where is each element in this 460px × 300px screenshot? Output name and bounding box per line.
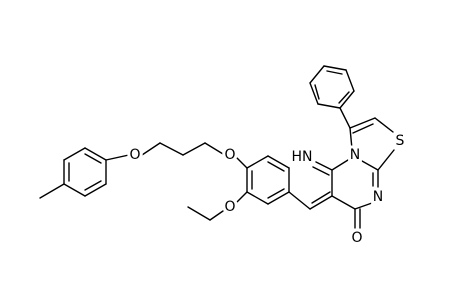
atom-labels: O O O HN N S N O bbox=[126, 130, 407, 249]
atom-label: O bbox=[129, 147, 140, 163]
atom-label: N bbox=[350, 147, 360, 163]
atom-label: HN bbox=[292, 149, 313, 165]
atom-label: S bbox=[396, 133, 405, 149]
atom-label: O bbox=[224, 147, 235, 163]
atom-label: O bbox=[351, 230, 362, 246]
bonds bbox=[39, 65, 395, 229]
atom-label: O bbox=[224, 199, 235, 215]
atom-label: N bbox=[373, 189, 383, 205]
